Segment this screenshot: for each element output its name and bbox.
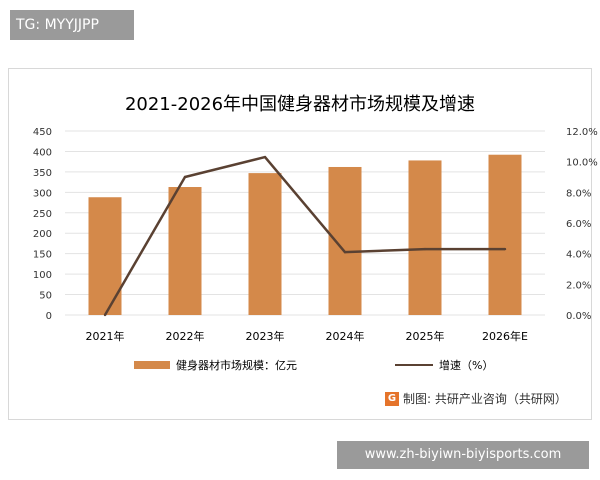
category-label: 2025年 bbox=[406, 329, 445, 343]
growth-line bbox=[103, 155, 505, 316]
left-tick-label: 0 bbox=[46, 311, 52, 322]
legend-bar-label: 健身器材市场规模：亿元 bbox=[176, 359, 297, 372]
line-point bbox=[503, 247, 507, 251]
line-point bbox=[343, 250, 347, 254]
tag-label: TG: MYYJJPP bbox=[10, 10, 134, 40]
category-label: 2026年E bbox=[482, 329, 528, 343]
right-tick-label: 4.0% bbox=[566, 250, 591, 261]
source-logo-icon: G bbox=[385, 391, 399, 406]
left-tick-label: 50 bbox=[39, 291, 52, 302]
right-axis-ticks: 0.0% 2.0% 4.0% 6.0% 8.0% 10.0% 12.0% bbox=[566, 127, 598, 322]
left-tick-label: 300 bbox=[33, 188, 52, 199]
line-point bbox=[423, 247, 427, 251]
left-tick-label: 150 bbox=[33, 250, 52, 261]
legend-line-label: 增速（%） bbox=[439, 359, 494, 372]
line-point bbox=[183, 175, 187, 179]
url-banner[interactable]: www.zh-biyiwn-biyisports.com bbox=[337, 441, 589, 469]
left-tick-label: 250 bbox=[33, 209, 52, 220]
bar bbox=[168, 187, 202, 315]
chart-title: 2021-2026年中国健身器材市场规模及增速 bbox=[124, 94, 476, 115]
right-tick-label: 10.0% bbox=[566, 158, 598, 169]
line-point bbox=[103, 313, 107, 317]
legend-bar-swatch bbox=[134, 361, 170, 369]
right-tick-label: 8.0% bbox=[566, 188, 591, 199]
source-note: G 制图: 共研产业咨询（共研网） bbox=[385, 390, 567, 407]
category-label: 2022年 bbox=[166, 329, 205, 343]
right-tick-label: 6.0% bbox=[566, 219, 591, 230]
left-tick-label: 100 bbox=[33, 270, 52, 281]
left-tick-label: 200 bbox=[33, 229, 52, 240]
legend-item-line: 增速（%） bbox=[395, 357, 493, 373]
bar bbox=[328, 166, 362, 315]
legend-line-swatch bbox=[395, 364, 433, 366]
bar bbox=[248, 173, 282, 315]
category-label: 2021年 bbox=[86, 329, 125, 343]
line-point bbox=[263, 155, 267, 159]
left-tick-label: 450 bbox=[33, 127, 52, 138]
right-tick-label: 0.0% bbox=[566, 311, 591, 322]
left-axis-ticks: 0 50 100 150 200 250 300 350 400 450 bbox=[33, 127, 52, 322]
category-label: 2023年 bbox=[246, 329, 285, 343]
left-tick-label: 350 bbox=[33, 168, 52, 179]
gridlines bbox=[65, 130, 545, 316]
bar-series bbox=[88, 154, 522, 315]
left-tick-label: 400 bbox=[33, 147, 52, 158]
legend-item-bar: 健身器材市场规模：亿元 bbox=[134, 357, 297, 373]
right-tick-label: 12.0% bbox=[566, 127, 598, 138]
right-tick-label: 2.0% bbox=[566, 280, 591, 291]
bar bbox=[408, 160, 442, 315]
line-series bbox=[103, 155, 507, 317]
category-label: 2024年 bbox=[326, 329, 365, 343]
category-labels: 2021年 2022年 2023年 2024年 2025年 2026年E bbox=[86, 329, 529, 343]
source-text: 制图: 共研产业咨询（共研网） bbox=[403, 392, 567, 406]
bar bbox=[488, 154, 522, 315]
